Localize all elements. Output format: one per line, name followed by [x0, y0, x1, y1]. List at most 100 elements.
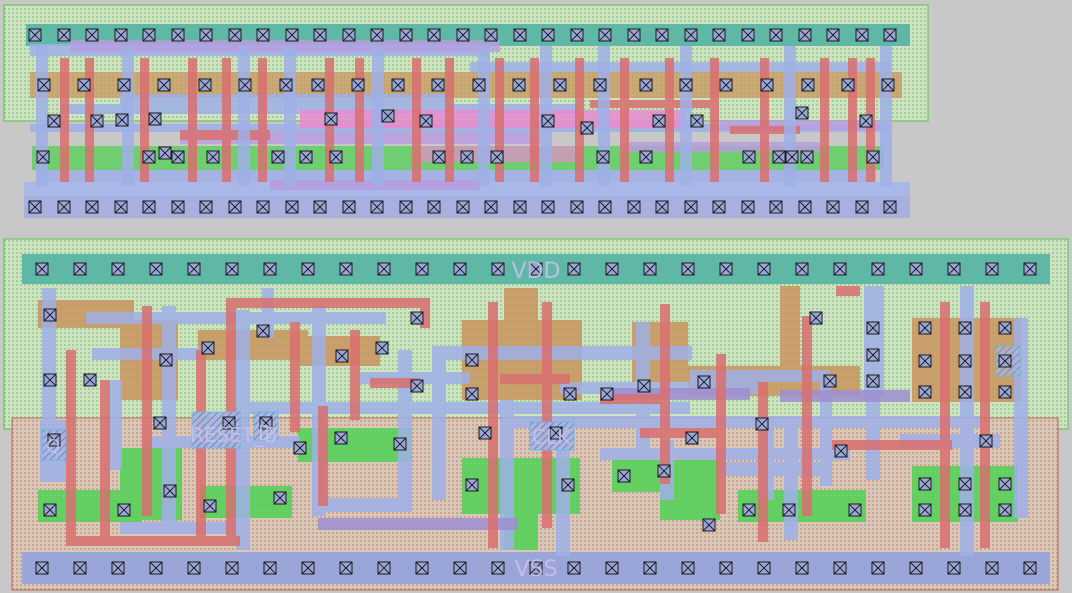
contact-cut	[57, 28, 71, 42]
contact-cut	[834, 444, 848, 458]
contact-cut	[681, 561, 695, 575]
contact-cut	[655, 200, 669, 214]
contact-cut	[375, 341, 389, 355]
q-label: Q	[46, 436, 60, 457]
contact-cut	[684, 200, 698, 214]
contact-cut	[958, 503, 972, 517]
contact-cut	[225, 561, 239, 575]
contact-cut	[256, 324, 270, 338]
contact-cut	[256, 28, 270, 42]
contact-cut	[111, 262, 125, 276]
contact-cut	[351, 78, 365, 92]
contact-cut	[685, 431, 699, 445]
contact-cut	[35, 262, 49, 276]
contact-cut	[833, 262, 847, 276]
contact-cut	[465, 478, 479, 492]
contact-cut	[187, 561, 201, 575]
contact-cut	[617, 469, 631, 483]
contact-cut	[491, 262, 505, 276]
contact-cut	[279, 78, 293, 92]
contact-cut	[43, 308, 57, 322]
contact-cut	[567, 561, 581, 575]
contact-cut	[918, 503, 932, 517]
contact-cut	[881, 78, 895, 92]
contact-cut	[697, 375, 711, 389]
contact-cut	[883, 28, 897, 42]
contact-cut	[427, 200, 441, 214]
contact-cut	[28, 200, 42, 214]
contact-cut	[117, 503, 131, 517]
contact-cut	[259, 416, 273, 430]
contact-cut	[377, 262, 391, 276]
contact-cut	[415, 561, 429, 575]
contact-cut	[171, 150, 185, 164]
contact-cut	[73, 561, 87, 575]
contact-cut	[142, 200, 156, 214]
contact-cut	[490, 150, 504, 164]
contact-cut	[909, 561, 923, 575]
contact-cut	[769, 28, 783, 42]
contact-cut	[998, 321, 1012, 335]
contact-cut	[1023, 262, 1037, 276]
contact-cut	[117, 78, 131, 92]
contact-cut	[171, 28, 185, 42]
contact-cut	[285, 200, 299, 214]
contact-cut	[795, 561, 809, 575]
contact-cut	[47, 433, 61, 447]
contact-cut	[299, 150, 313, 164]
contact-cut	[43, 373, 57, 387]
contact-cut	[370, 200, 384, 214]
contact-cut	[553, 78, 567, 92]
contact-cut	[85, 28, 99, 42]
contact-cut	[795, 106, 809, 120]
contact-cut	[866, 348, 880, 362]
contact-cut	[399, 28, 413, 42]
contact-cut	[958, 354, 972, 368]
contact-cut	[855, 200, 869, 214]
contact-cut	[419, 114, 433, 128]
contact-cut	[342, 200, 356, 214]
contact-cut	[570, 28, 584, 42]
contact-cut	[690, 114, 704, 128]
contact-cut	[142, 28, 156, 42]
contact-cut	[529, 262, 543, 276]
contact-cut	[605, 561, 619, 575]
contact-cut	[958, 477, 972, 491]
contact-cut	[484, 28, 498, 42]
contact-cut	[985, 561, 999, 575]
contact-cut	[37, 78, 51, 92]
contact-cut	[90, 114, 104, 128]
contact-cut	[512, 78, 526, 92]
contact-cut	[465, 387, 479, 401]
contact-cut	[782, 503, 796, 517]
contact-cut	[541, 114, 555, 128]
contact-cut	[73, 262, 87, 276]
contact-cut	[681, 262, 695, 276]
contact-cut	[567, 262, 581, 276]
contact-cut	[313, 200, 327, 214]
contact-cut	[657, 464, 671, 478]
contact-cut	[826, 28, 840, 42]
contact-cut	[159, 353, 173, 367]
contact-cut	[199, 28, 213, 42]
contact-cut	[679, 78, 693, 92]
contact-cut	[712, 28, 726, 42]
contact-cut	[465, 353, 479, 367]
d-label: D	[258, 421, 273, 445]
top-poly	[60, 58, 875, 182]
contact-cut	[453, 561, 467, 575]
contact-cut	[301, 561, 315, 575]
contact-cut	[35, 561, 49, 575]
contact-cut	[157, 78, 171, 92]
contact-cut	[339, 561, 353, 575]
contact-cut	[801, 78, 815, 92]
contact-cut	[228, 28, 242, 42]
contact-cut	[285, 28, 299, 42]
contact-cut	[570, 200, 584, 214]
contact-cut	[83, 373, 97, 387]
contact-cut	[28, 28, 42, 42]
contact-cut	[541, 200, 555, 214]
contact-cut	[478, 426, 492, 440]
contact-cut	[741, 28, 755, 42]
